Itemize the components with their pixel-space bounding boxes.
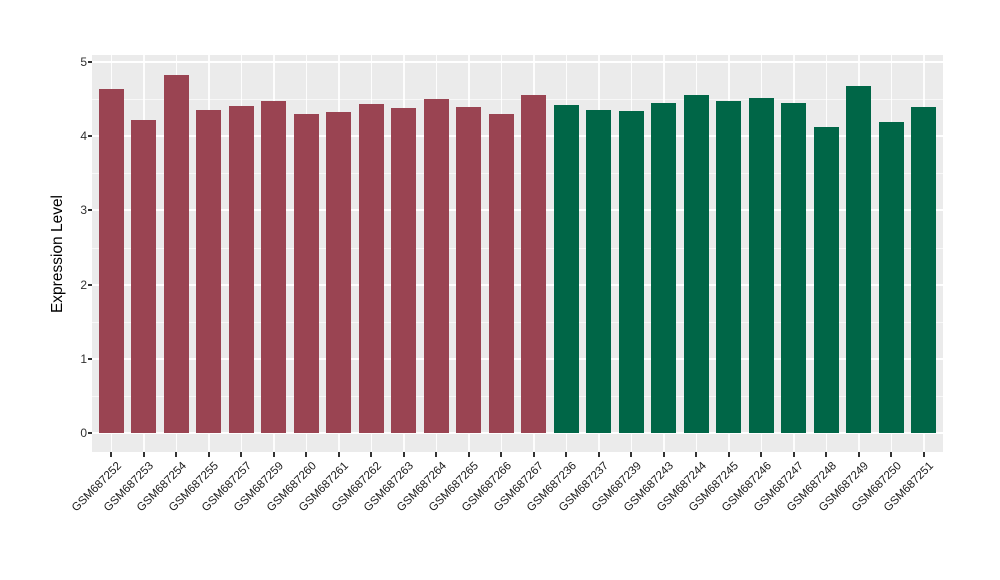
y-tick-mark (88, 432, 92, 434)
bar-GSM687248 (813, 126, 839, 433)
gridline-major (92, 135, 943, 138)
bar-GSM687251 (911, 107, 937, 433)
y-tick-label: 5 (80, 55, 87, 69)
x-tick-mark (370, 452, 373, 457)
x-tick-mark (857, 452, 860, 457)
bar-GSM687261 (326, 112, 352, 433)
bar-GSM687253 (131, 119, 157, 433)
x-tick-mark (240, 452, 243, 457)
y-tick-mark (88, 357, 92, 360)
bar-GSM687267 (521, 94, 547, 433)
x-tick-mark (662, 452, 665, 457)
x-tick-mark (922, 452, 925, 457)
bar-GSM687252 (98, 89, 124, 433)
gridline-major (92, 283, 943, 286)
x-tick-mark (142, 452, 145, 457)
x-tick-mark (402, 452, 405, 457)
bar-GSM687237 (586, 109, 612, 433)
x-tick-mark (337, 452, 340, 457)
bar-GSM687239 (618, 110, 644, 433)
bar-GSM687249 (846, 85, 872, 433)
bar-GSM687255 (196, 109, 222, 433)
bar-GSM687266 (488, 113, 514, 433)
y-tick-mark (88, 61, 92, 63)
x-tick-mark (175, 452, 178, 457)
x-tick-mark (467, 452, 470, 457)
y-tick-label: 1 (80, 351, 87, 366)
bar-GSM687254 (163, 74, 189, 433)
bar-GSM687260 (293, 113, 319, 433)
x-tick-mark (597, 452, 600, 457)
gridline-minor (92, 173, 943, 175)
bar-GSM687264 (423, 99, 449, 433)
x-tick-mark (435, 452, 438, 457)
bar-GSM687243 (651, 102, 677, 433)
gridline-major (92, 432, 943, 434)
x-tick-mark (695, 452, 698, 457)
y-tick-label: 3 (80, 203, 87, 218)
y-tick-label: 4 (80, 129, 87, 144)
bar-GSM687236 (553, 105, 579, 433)
gridline-major (92, 61, 943, 63)
y-tick-mark (88, 135, 92, 138)
plot-panel (92, 55, 943, 452)
x-tick-mark (207, 452, 210, 457)
bar-GSM687244 (683, 94, 709, 433)
y-tick-mark (88, 283, 92, 286)
x-tick-mark (305, 452, 308, 457)
x-tick-mark (727, 452, 730, 457)
x-tick-mark (565, 452, 568, 457)
x-tick-mark (500, 452, 503, 457)
gridline-major (92, 209, 943, 212)
bar-GSM687262 (358, 103, 384, 433)
gridline-minor (92, 395, 943, 397)
gridline-major (92, 357, 943, 360)
x-tick-mark (792, 452, 795, 457)
bar-GSM687257 (228, 105, 254, 433)
gridline-minor (92, 99, 943, 101)
bar-GSM687245 (716, 101, 742, 433)
bar-GSM687247 (781, 102, 807, 433)
x-tick-mark (532, 452, 535, 457)
bar-GSM687250 (878, 122, 904, 433)
y-tick-label: 0 (80, 426, 87, 440)
x-tick-mark (825, 452, 828, 457)
x-tick-mark (760, 452, 763, 457)
bar-GSM687246 (748, 97, 774, 433)
x-tick-mark (110, 452, 113, 457)
bar-GSM687265 (456, 106, 482, 433)
x-tick-mark (890, 452, 893, 457)
y-tick-label: 2 (80, 277, 87, 292)
x-tick-mark (272, 452, 275, 457)
x-tick-mark (630, 452, 633, 457)
bar-GSM687263 (391, 108, 417, 433)
bar-GSM687259 (261, 101, 287, 433)
gridline-minor (92, 321, 943, 323)
gridline-minor (92, 247, 943, 249)
y-tick-mark (88, 209, 92, 212)
